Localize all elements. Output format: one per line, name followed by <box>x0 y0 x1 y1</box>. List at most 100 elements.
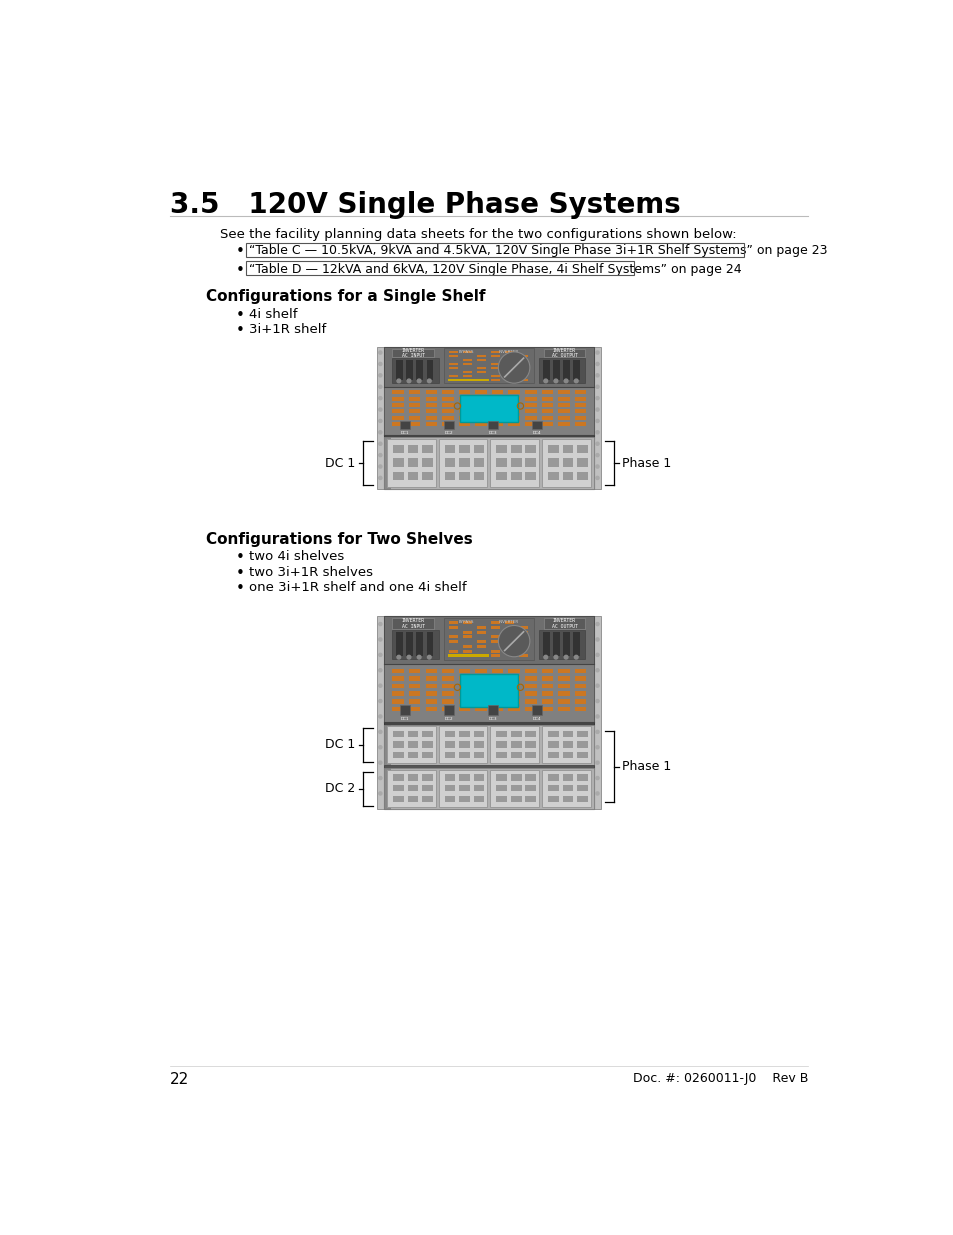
Bar <box>475 410 486 414</box>
Bar <box>524 396 536 400</box>
Text: 3.5   120V Single Phase Systems: 3.5 120V Single Phase Systems <box>170 190 679 219</box>
Circle shape <box>378 638 381 641</box>
Bar <box>409 668 420 673</box>
Text: •: • <box>235 566 244 580</box>
Bar <box>508 396 519 400</box>
Circle shape <box>378 653 381 657</box>
Bar <box>441 677 454 680</box>
Bar <box>541 410 553 414</box>
Bar <box>511 752 521 758</box>
Bar <box>444 774 455 781</box>
Bar <box>491 626 499 629</box>
Bar <box>449 351 457 353</box>
Bar <box>577 445 587 453</box>
Bar <box>541 396 553 400</box>
Bar <box>443 421 454 430</box>
Bar <box>562 752 573 758</box>
Circle shape <box>596 653 598 657</box>
Text: •: • <box>235 245 244 259</box>
Bar <box>518 631 528 634</box>
Bar <box>458 741 470 747</box>
Bar <box>524 706 536 711</box>
Bar <box>541 769 590 808</box>
Text: INVERTER
AC INPUT: INVERTER AC INPUT <box>401 619 424 629</box>
Circle shape <box>378 431 381 433</box>
Bar <box>392 699 403 704</box>
Bar <box>425 390 436 394</box>
Bar <box>505 359 514 361</box>
Circle shape <box>596 715 598 718</box>
Bar <box>474 458 484 467</box>
Bar <box>511 774 521 781</box>
Bar <box>407 445 417 453</box>
Bar <box>458 795 470 802</box>
Bar <box>490 726 538 763</box>
Bar <box>392 390 403 394</box>
Text: See the facility planning data sheets for the two configurations shown below:: See the facility planning data sheets fo… <box>220 227 736 241</box>
Bar <box>518 370 528 373</box>
Circle shape <box>378 464 381 468</box>
Bar <box>524 677 536 680</box>
Bar <box>444 731 455 737</box>
Text: “Table C — 10.5kVA, 9kVA and 4.5kVA, 120V Single Phase 3i+1R Shelf Systems” on p: “Table C — 10.5kVA, 9kVA and 4.5kVA, 120… <box>249 245 827 257</box>
Bar <box>474 731 484 737</box>
Bar <box>518 354 528 357</box>
Bar <box>458 390 470 394</box>
Bar <box>525 741 536 747</box>
Bar <box>421 445 433 453</box>
Bar <box>558 390 569 394</box>
Bar <box>553 359 559 379</box>
Circle shape <box>378 730 381 734</box>
Bar <box>491 379 499 382</box>
Circle shape <box>378 684 381 687</box>
Bar <box>421 731 433 737</box>
Circle shape <box>596 684 598 687</box>
Bar <box>476 354 486 357</box>
Bar <box>383 616 594 809</box>
Bar <box>393 752 403 758</box>
Bar <box>458 458 470 467</box>
Bar <box>491 636 499 638</box>
Bar <box>407 741 417 747</box>
Bar <box>383 725 594 764</box>
Bar <box>541 692 553 697</box>
Circle shape <box>497 352 529 383</box>
Circle shape <box>596 362 598 366</box>
Bar <box>458 445 470 453</box>
Bar <box>406 359 413 379</box>
Bar <box>476 367 486 369</box>
Circle shape <box>596 408 598 411</box>
Bar <box>541 684 553 688</box>
Bar <box>392 668 403 673</box>
Bar <box>448 379 488 382</box>
Bar <box>393 445 403 453</box>
Bar <box>547 731 558 737</box>
Bar <box>441 410 454 414</box>
Bar <box>376 347 383 489</box>
Bar <box>475 396 486 400</box>
Bar <box>525 458 536 467</box>
Bar <box>383 764 594 768</box>
Bar <box>594 347 600 489</box>
Bar <box>547 752 558 758</box>
Bar <box>505 631 514 634</box>
Bar <box>524 390 536 394</box>
Bar <box>562 472 573 480</box>
Bar <box>425 396 436 400</box>
Bar <box>475 684 486 688</box>
Bar <box>492 668 503 673</box>
Bar <box>426 359 433 379</box>
Text: BYPASS: BYPASS <box>458 350 474 354</box>
Bar <box>474 774 484 781</box>
Bar <box>525 472 536 480</box>
Bar <box>511 785 521 792</box>
Text: DC2: DC2 <box>444 431 453 435</box>
Bar <box>383 435 594 437</box>
Circle shape <box>497 625 529 657</box>
Bar <box>425 422 436 426</box>
Circle shape <box>596 668 598 672</box>
Bar <box>475 416 486 420</box>
Bar <box>511 795 521 802</box>
Bar <box>458 410 470 414</box>
Bar <box>441 422 454 426</box>
